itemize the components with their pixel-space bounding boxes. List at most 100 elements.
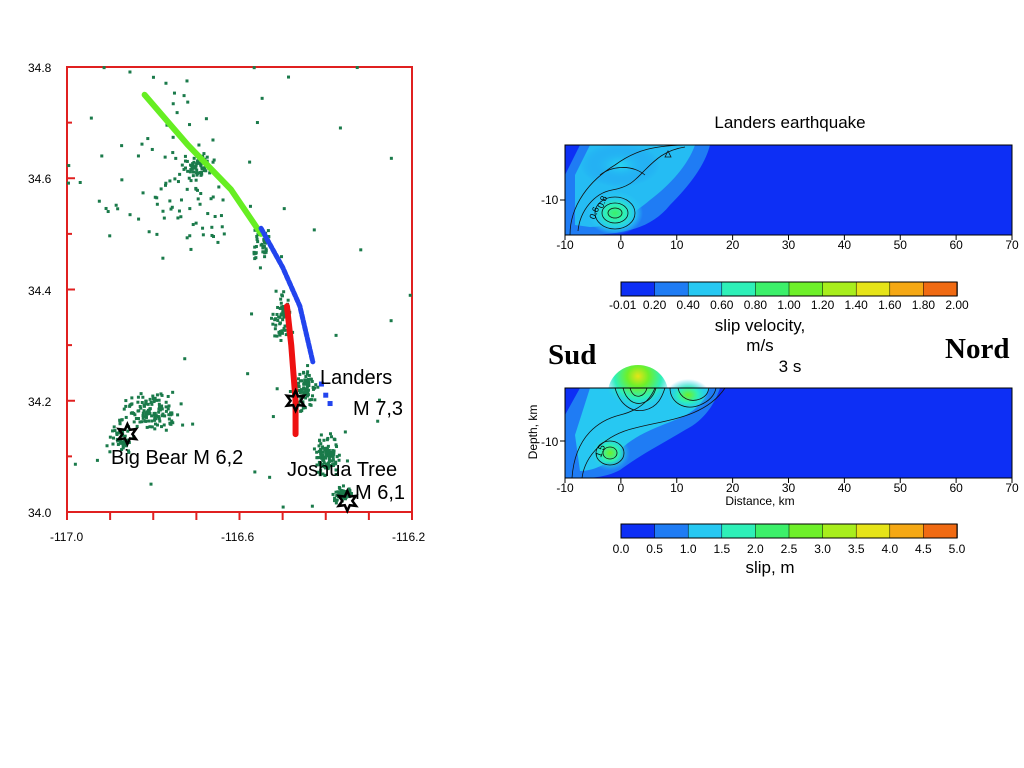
- map-ytick-label: 34.8: [28, 61, 52, 75]
- velocity-x-tick-label: 40: [837, 238, 852, 252]
- seismicity-dot: [199, 173, 203, 177]
- seismicity-dot: [280, 293, 284, 297]
- seismicity-dot: [167, 413, 171, 417]
- seismicity-dot: [254, 245, 258, 249]
- seismicity-dot: [211, 235, 215, 239]
- seismicity-dot: [140, 420, 144, 424]
- seismicity-dot: [194, 221, 198, 225]
- seismicity-dot: [121, 430, 125, 434]
- seismicity-dot: [187, 176, 191, 180]
- slip-x-tick-label: 40: [837, 481, 852, 495]
- seismicity-dot: [267, 235, 271, 239]
- fault-point: [327, 401, 333, 407]
- seismicity-dot: [276, 305, 280, 309]
- slip-x-tick-label: 10: [670, 481, 684, 495]
- seismicity-dot: [158, 408, 162, 412]
- seismicity-dot: [280, 305, 284, 309]
- seismicity-dot: [275, 387, 279, 391]
- seismicity-dot: [211, 195, 215, 199]
- seismicity-dot: [171, 390, 175, 394]
- seismicity-dot: [317, 456, 321, 460]
- velocity-colorbar-label: slip velocity, m/s: [714, 316, 806, 355]
- seismicity-dot: [336, 490, 340, 494]
- seismicity-dot: [148, 397, 152, 401]
- seismicity-dot: [326, 452, 330, 456]
- seismicity-dot: [335, 445, 339, 449]
- seismicity-dot: [186, 169, 190, 173]
- slip-heatmap: [565, 365, 1012, 479]
- seismicity-dot: [280, 331, 284, 335]
- seismicity-dot: [327, 463, 331, 467]
- seismicity-dot: [341, 484, 345, 488]
- seismicity-dot: [171, 135, 175, 139]
- seismicity-dot: [306, 370, 310, 374]
- seismicity-dot: [154, 422, 158, 426]
- seismicity-dot: [282, 290, 286, 294]
- fault-point: [318, 381, 324, 387]
- seismicity-dot: [152, 412, 156, 416]
- seismicity-dot: [124, 415, 128, 419]
- seismicity-dot: [319, 442, 323, 446]
- seismicity-dot: [308, 398, 312, 402]
- colorbar-segment: [855, 523, 891, 539]
- seismicity-dot: [120, 178, 124, 182]
- seismicity-dot: [306, 364, 310, 368]
- seismicity-dot: [199, 164, 203, 168]
- seismicity-dot: [311, 394, 315, 398]
- seismicity-dot: [326, 444, 330, 448]
- colorbar-segment: [855, 281, 891, 297]
- seismicity-dot: [310, 379, 314, 383]
- seismicity-dot: [310, 504, 314, 508]
- seismicity-dot: [319, 433, 323, 437]
- seismicity-dot: [303, 390, 307, 394]
- seismicity-dot: [179, 198, 183, 202]
- slip-velocity-heatmap: [565, 143, 1012, 236]
- seismicity-dot: [307, 384, 311, 388]
- seismicity-dot: [137, 217, 141, 221]
- seismicity-dot: [307, 380, 311, 384]
- seismicity-dot: [337, 458, 341, 462]
- seismicity-dot: [192, 156, 196, 160]
- seismicity-dot: [182, 167, 186, 171]
- colorbar-tick-label: 0.40: [676, 298, 700, 312]
- seismicity-dot: [181, 423, 185, 427]
- seismicity-dot: [108, 450, 112, 454]
- seismicity-dot: [301, 406, 305, 410]
- seismicity-dot: [326, 449, 330, 453]
- seismicity-dot: [331, 453, 335, 457]
- seismicity-dot: [286, 298, 290, 302]
- seismicity-dot: [281, 318, 285, 322]
- seismicity-dot: [334, 443, 338, 447]
- epicenter-star-icon: [336, 487, 359, 515]
- seismicity-dot: [151, 394, 155, 398]
- seismicity-dot: [282, 328, 286, 332]
- seismicity-dot: [188, 234, 192, 238]
- seismicity-dot: [104, 206, 108, 210]
- seismicity-dot: [319, 468, 323, 472]
- slip-x-tick-label: 60: [949, 481, 963, 495]
- seismicity-dot: [153, 396, 157, 400]
- colorbar-tick-label: 1.5: [713, 542, 731, 556]
- velocity-panel-title: Landers earthquake: [714, 113, 866, 132]
- seismicity-dot: [222, 232, 226, 236]
- seismicity-dot: [136, 395, 140, 399]
- seismicity-dot: [194, 178, 198, 182]
- seismicity-dot: [144, 402, 148, 406]
- seismicity-dot: [67, 164, 71, 168]
- seismicity-dot: [141, 411, 145, 415]
- seismicity-dot: [334, 468, 338, 472]
- seismicity-dot: [348, 488, 352, 492]
- colorbar-segment: [721, 523, 757, 539]
- velocity-x-tick-label: 70: [1005, 238, 1019, 252]
- colorbar-tick-label: 0.20: [642, 298, 667, 312]
- seismicity-dot: [148, 412, 152, 416]
- seismicity-dot: [160, 404, 164, 408]
- seismicity-dot: [164, 183, 168, 187]
- seismicity-dot: [208, 171, 212, 175]
- fault-trace: [283, 303, 299, 438]
- seismicity-dot: [137, 409, 141, 413]
- seismicity-dot: [191, 174, 195, 178]
- seismicity-dot: [144, 399, 148, 403]
- seismicity-dot: [135, 424, 139, 428]
- colorbar-tick-label: 2.00: [945, 298, 969, 312]
